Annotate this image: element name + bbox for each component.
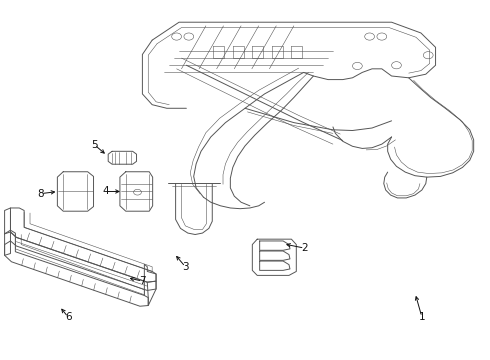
Text: 6: 6 [65, 312, 72, 322]
Text: 4: 4 [102, 186, 109, 197]
Text: 2: 2 [301, 243, 308, 253]
Text: 7: 7 [139, 276, 146, 286]
Text: 8: 8 [37, 189, 44, 199]
Text: 1: 1 [418, 312, 425, 322]
Text: 5: 5 [91, 140, 98, 150]
Text: 3: 3 [182, 262, 189, 272]
